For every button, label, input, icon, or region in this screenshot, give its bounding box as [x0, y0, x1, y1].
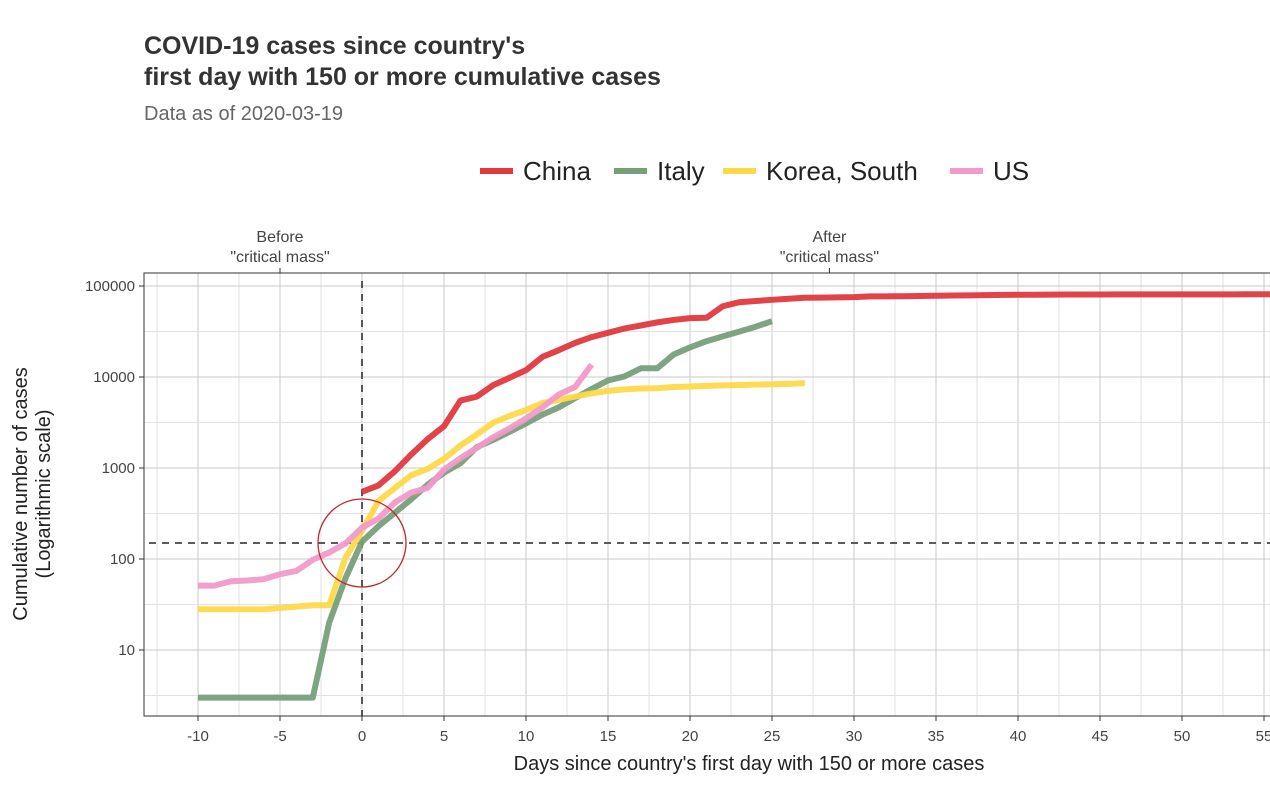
x-tick-label: 25	[764, 728, 781, 745]
x-tick-label: 50	[1174, 728, 1191, 745]
series-lines	[198, 291, 1270, 701]
x-tick-label: 0	[358, 728, 366, 745]
legend-label: China	[523, 156, 591, 186]
series-line-us	[198, 362, 595, 589]
axes: -10 -5 0 5 10 15 20 25 30 35 40 45 50 55 10 100 1000 1000…	[85, 229, 1270, 745]
series-line-china	[360, 291, 1270, 495]
top-annotation-label: "critical mass"	[230, 249, 329, 266]
legend-label: Italy	[657, 156, 705, 186]
x-tick-label: 15	[600, 728, 617, 745]
top-annotation-label: After	[813, 229, 847, 246]
y-tick-label: 1000	[102, 460, 135, 477]
x-tick-label: 40	[1010, 728, 1027, 745]
x-tick-label: 20	[682, 728, 699, 745]
y-axis-label-line-1: Cumulative number of cases	[10, 367, 32, 620]
y-tick-label: 100000	[85, 278, 135, 295]
x-tick-label: 5	[440, 728, 448, 745]
y-axis-label-line-2: (Logarithmic scale)	[33, 410, 55, 579]
series-line-korea-south	[198, 380, 805, 613]
chart-title-line-1: COVID-19 cases since country's	[144, 32, 525, 60]
plot-panel-border	[143, 272, 1270, 717]
highlight-circle	[317, 498, 407, 588]
top-annotation-label: Before	[256, 229, 303, 246]
chart-subtitle: Data as of 2020-03-19	[144, 103, 343, 125]
top-annotation-label: "critical mass"	[780, 249, 879, 266]
y-tick-label: 100	[110, 551, 135, 568]
legend-label: US	[993, 156, 1029, 186]
x-tick-label: -5	[273, 728, 286, 745]
x-tick-label: 30	[846, 728, 863, 745]
x-tick-label: 10	[518, 728, 535, 745]
y-tick-label: 10	[118, 642, 135, 659]
legend-label: Korea, South	[766, 156, 918, 186]
y-tick-label: 10000	[93, 369, 135, 386]
x-tick-label: 35	[928, 728, 945, 745]
x-tick-label: -10	[187, 728, 209, 745]
y-axis-label: Cumulative number of cases (Logarithmic …	[10, 367, 55, 620]
x-axis-label: Days since country's first day with 150 …	[514, 753, 985, 775]
x-tick-label: 45	[1092, 728, 1109, 745]
x-tick-label: 55	[1256, 728, 1270, 745]
gridlines	[144, 273, 1270, 716]
legend: China Italy Korea, South US	[480, 156, 1029, 186]
chart-title-line-2: first day with 150 or more cumulative ca…	[144, 63, 661, 91]
reference-lines	[149, 281, 1270, 716]
